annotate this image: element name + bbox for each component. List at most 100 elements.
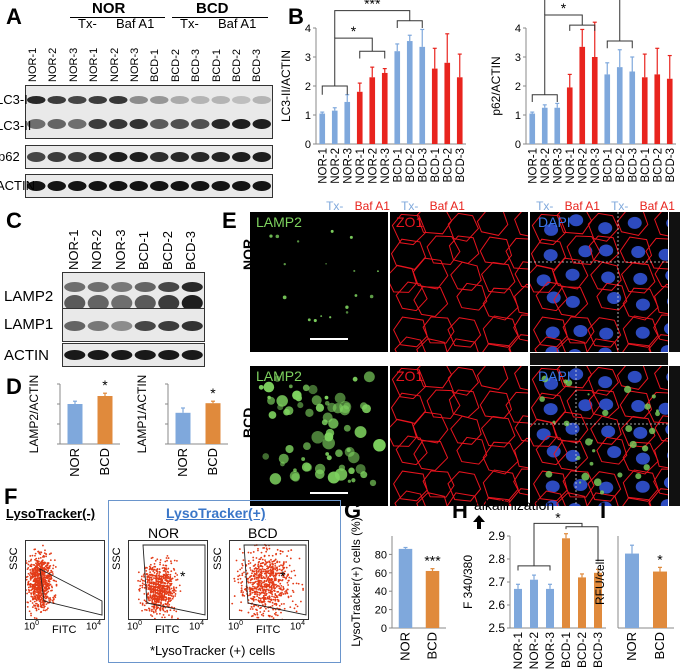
lysosome-dot bbox=[278, 453, 289, 464]
blot-band bbox=[150, 152, 169, 162]
event-dot bbox=[167, 591, 170, 593]
event-dot bbox=[260, 577, 263, 580]
bar bbox=[319, 113, 326, 144]
category-label: NOR-2 bbox=[577, 148, 589, 184]
category-label: BCD bbox=[97, 448, 112, 475]
blot-band bbox=[158, 321, 180, 331]
event-dot bbox=[45, 589, 48, 592]
category-label: NOR bbox=[175, 448, 190, 477]
event-dot bbox=[257, 570, 260, 573]
blot-band bbox=[252, 96, 271, 104]
y-axis-label: LC3-II/ACTIN bbox=[280, 50, 293, 122]
blot-band bbox=[158, 295, 180, 311]
event-dot bbox=[39, 602, 42, 604]
event-dot bbox=[290, 549, 293, 551]
event-dot bbox=[273, 583, 276, 586]
flow-footnote: *LysoTracker (+) cells bbox=[150, 643, 276, 658]
event-dot bbox=[176, 559, 178, 562]
event-dot bbox=[280, 572, 283, 574]
event-dot bbox=[31, 588, 34, 591]
y-axis-label: F 340/380 bbox=[461, 555, 475, 609]
lysosome-dot bbox=[283, 262, 286, 266]
cell-border bbox=[513, 468, 528, 496]
lysosome-dot bbox=[305, 408, 314, 418]
event-dot bbox=[35, 584, 38, 587]
category-label: NOR-1 bbox=[355, 148, 367, 184]
cell-border bbox=[394, 490, 426, 506]
event-dot bbox=[34, 598, 37, 601]
event-dot bbox=[46, 574, 49, 577]
event-dot bbox=[269, 601, 272, 603]
event-dot bbox=[276, 566, 278, 569]
event-dot bbox=[52, 579, 55, 582]
category-label: NOR bbox=[624, 632, 639, 661]
cell-border bbox=[416, 492, 448, 506]
group-label: Tx- bbox=[326, 199, 343, 212]
event-dot bbox=[275, 604, 278, 606]
significance-mark: * bbox=[561, 0, 567, 16]
event-dot bbox=[150, 610, 153, 612]
event-dot bbox=[169, 584, 172, 587]
cell-border bbox=[422, 470, 455, 498]
cell-border bbox=[616, 212, 649, 236]
event-dot bbox=[285, 561, 288, 563]
event-dot bbox=[144, 608, 146, 611]
cell-border bbox=[654, 212, 668, 237]
event-dot bbox=[238, 574, 241, 577]
blot-band bbox=[109, 96, 128, 104]
blot-band bbox=[134, 321, 156, 331]
event-dot bbox=[272, 575, 275, 578]
event-dot bbox=[281, 550, 284, 553]
y-tick-label: 2.9 bbox=[488, 529, 505, 543]
event-dot bbox=[164, 579, 167, 581]
blot-band bbox=[64, 295, 86, 311]
event-dot bbox=[255, 557, 258, 559]
event-dot bbox=[140, 578, 143, 581]
event-dot bbox=[164, 599, 167, 602]
event-dot bbox=[175, 579, 177, 581]
event-dot bbox=[247, 611, 250, 614]
event-dot bbox=[236, 570, 239, 573]
event-dot bbox=[252, 587, 254, 590]
lysosome-dot bbox=[324, 395, 329, 400]
event-dot bbox=[241, 594, 244, 597]
event-dot bbox=[144, 600, 147, 603]
event-dot bbox=[238, 609, 241, 612]
y-tick-label: 2 bbox=[515, 81, 521, 93]
event-dot bbox=[268, 565, 271, 568]
event-dot bbox=[259, 599, 262, 602]
blot-band bbox=[232, 152, 251, 162]
event-dot bbox=[274, 593, 277, 595]
lysosome-dot bbox=[345, 305, 349, 309]
bar bbox=[97, 396, 113, 444]
event-dot bbox=[32, 583, 35, 586]
event-dot bbox=[168, 603, 171, 606]
cell-border bbox=[390, 418, 418, 447]
event-dot bbox=[33, 564, 36, 566]
event-dot bbox=[260, 556, 263, 559]
lysosome-dot bbox=[625, 425, 633, 433]
event-dot bbox=[254, 577, 256, 580]
event-dot bbox=[46, 567, 49, 570]
event-dot bbox=[271, 587, 273, 590]
event-dot bbox=[146, 566, 148, 569]
lysosome-dot bbox=[349, 235, 353, 239]
blot-actin-a bbox=[25, 174, 273, 198]
event-dot bbox=[46, 608, 48, 611]
event-dot bbox=[50, 569, 53, 572]
cell-border bbox=[534, 336, 566, 352]
event-dot bbox=[274, 567, 277, 569]
nucleus bbox=[599, 327, 614, 340]
event-dot bbox=[274, 577, 277, 579]
flow-tick: 104 bbox=[86, 620, 102, 633]
event-dot bbox=[41, 601, 43, 604]
blot-band bbox=[27, 152, 46, 162]
blot-band bbox=[181, 350, 203, 360]
blot-band bbox=[232, 96, 251, 104]
nucleus bbox=[565, 449, 580, 462]
cell-border bbox=[531, 213, 567, 246]
blot-band bbox=[129, 119, 148, 129]
lane-label: NOR-2 bbox=[89, 229, 105, 270]
event-dot bbox=[40, 551, 42, 554]
gate-mark: * bbox=[280, 568, 286, 584]
